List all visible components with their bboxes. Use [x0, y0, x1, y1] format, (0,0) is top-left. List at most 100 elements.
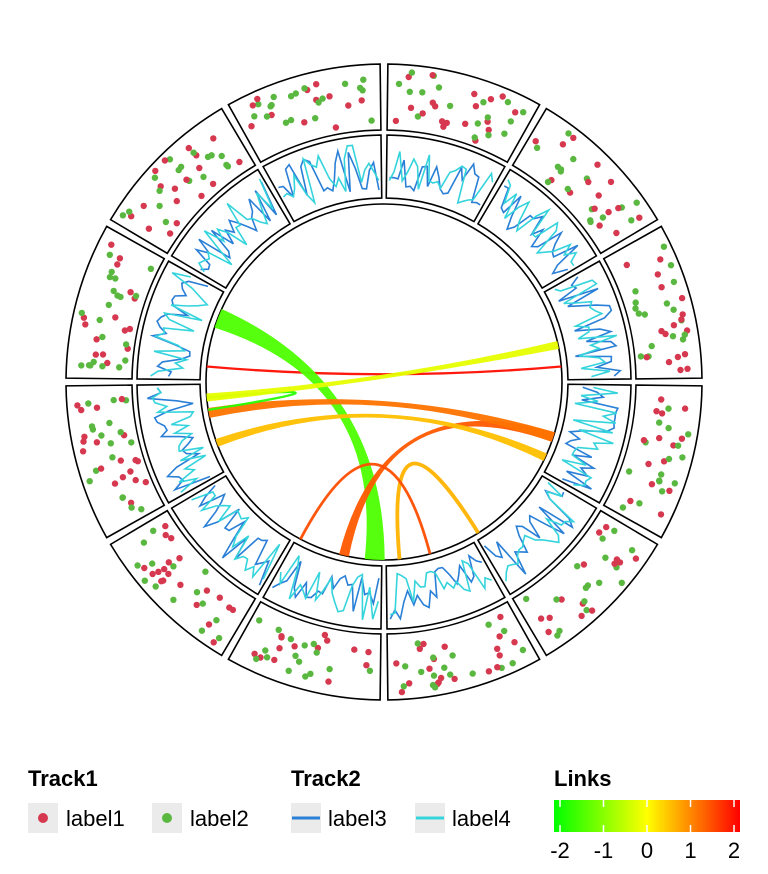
track1-point [658, 471, 665, 478]
track1-point [190, 149, 197, 156]
track1-point [263, 654, 271, 661]
track1-point [487, 96, 495, 103]
track1-point [441, 643, 448, 650]
track1-point [106, 251, 114, 258]
track1-point [202, 568, 209, 575]
track1-point [640, 437, 648, 444]
track1-point [462, 120, 469, 128]
track1-sector-cell [109, 107, 257, 255]
track1-point [494, 645, 501, 652]
track1-point [156, 202, 163, 210]
track2-line-label3 [194, 181, 278, 271]
track1-point [602, 554, 609, 561]
track1-point [671, 480, 678, 487]
track1-point [628, 217, 635, 224]
track1-point [574, 563, 581, 570]
track1-point [117, 457, 125, 464]
legend-track1: Track1 label1 label2 [28, 766, 249, 833]
track1-point [611, 527, 618, 534]
track1-point [623, 261, 630, 269]
track1-point [150, 527, 157, 534]
track1-point [86, 478, 93, 485]
track1-point [414, 113, 422, 120]
track1-point [271, 656, 278, 664]
track1-point [684, 365, 691, 372]
track2-sector-cell [170, 168, 292, 290]
track1-point [512, 109, 519, 116]
links-layer [205, 203, 563, 561]
track1-point [332, 124, 340, 131]
track1-point [596, 222, 603, 229]
track1-point [321, 631, 329, 639]
track1-point [165, 559, 172, 566]
track1-point [588, 607, 596, 614]
colorbar-tick-label: 0 [641, 838, 653, 863]
track1-point [140, 202, 147, 210]
track1-point [256, 617, 263, 624]
track1-point [635, 310, 642, 317]
track1-point [216, 594, 223, 601]
track1-sector-cell [65, 225, 166, 380]
track1-point [400, 683, 407, 690]
track1-point [480, 99, 487, 106]
track1-point [200, 173, 207, 181]
track1-point [168, 535, 175, 542]
track1-point [679, 311, 686, 318]
track1-point [302, 673, 309, 680]
track1-point [441, 664, 448, 671]
track1-point [685, 431, 692, 438]
track1-point [656, 419, 663, 426]
track1-point [156, 187, 163, 194]
links-circle [205, 203, 563, 561]
track1-point [641, 311, 648, 318]
track2-line-label3 [278, 147, 380, 198]
track1-point [660, 243, 668, 250]
track1-point [494, 664, 501, 671]
track1-point [585, 178, 592, 186]
track1-point [392, 117, 400, 125]
track1-point [582, 584, 590, 591]
track1-point [92, 467, 100, 474]
track1-point [558, 596, 565, 603]
track1-point [161, 157, 169, 164]
track1-point [398, 688, 406, 696]
track1-point [674, 353, 682, 361]
track1-point [570, 134, 577, 142]
track1-point [670, 278, 678, 286]
track1-point [570, 155, 577, 163]
track1-point [301, 85, 308, 92]
track1-point [618, 579, 625, 586]
track1-point [496, 633, 503, 640]
track1-point [678, 294, 686, 302]
track1-point [324, 637, 331, 644]
track1-point [96, 316, 103, 324]
track1-point [208, 152, 215, 159]
track1-point [149, 570, 156, 578]
track1-point [177, 581, 184, 588]
track1-point [109, 454, 116, 461]
track1-point [78, 406, 85, 414]
track1-point [165, 570, 172, 578]
link-ribbon [299, 462, 432, 555]
track1-point [270, 93, 277, 101]
track1-point [89, 426, 97, 433]
track1-point [426, 665, 433, 672]
track1-point [98, 432, 105, 439]
legend-label-label2: label2 [190, 806, 249, 831]
track1-point [580, 561, 588, 568]
track1-point [173, 197, 180, 205]
track1-point [432, 103, 439, 110]
track1-point [82, 321, 89, 328]
track1-point [653, 408, 660, 415]
track1-point [658, 488, 666, 495]
track2-line-label4 [388, 151, 494, 205]
track1-point [313, 81, 320, 88]
track1-point [564, 185, 571, 193]
track1-point [116, 255, 124, 262]
track1-point [678, 435, 686, 442]
track2-line-label3 [389, 159, 481, 206]
track1-point [658, 284, 665, 291]
track1-point [128, 439, 135, 446]
track1-point [363, 662, 370, 669]
track1-point [619, 504, 627, 511]
